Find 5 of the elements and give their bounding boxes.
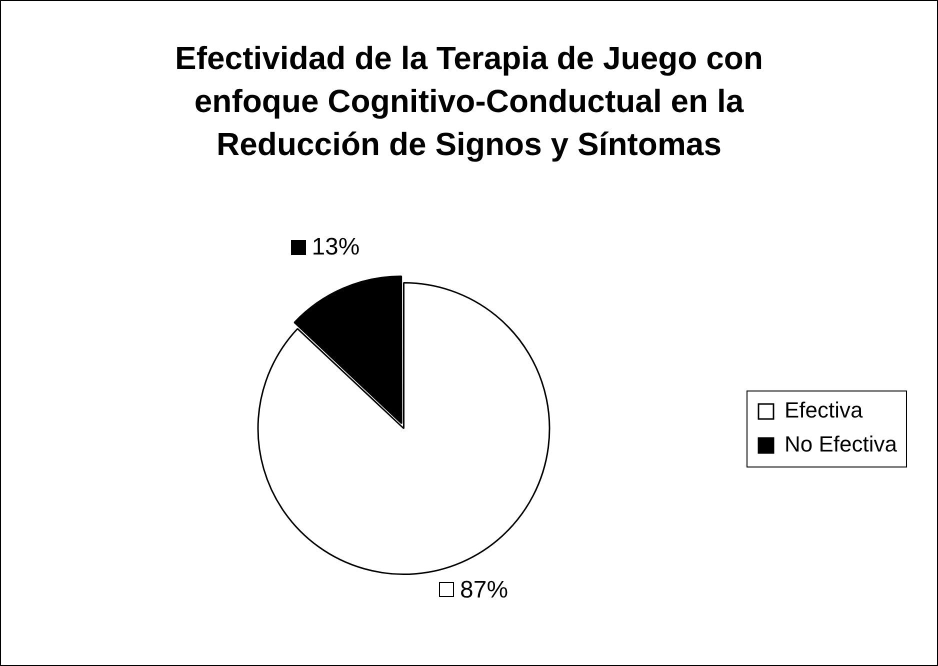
data-label: 13% (312, 234, 360, 261)
legend-label: Efectiva (784, 398, 864, 423)
legend-label: No Efectiva (784, 432, 898, 457)
chart-title: Efectividad de la Terapia de Juego con enfoque Cognitivo-Conductual en la Reducción de Signos y Síntomas (174, 39, 764, 164)
data-label: 87% (460, 576, 508, 604)
